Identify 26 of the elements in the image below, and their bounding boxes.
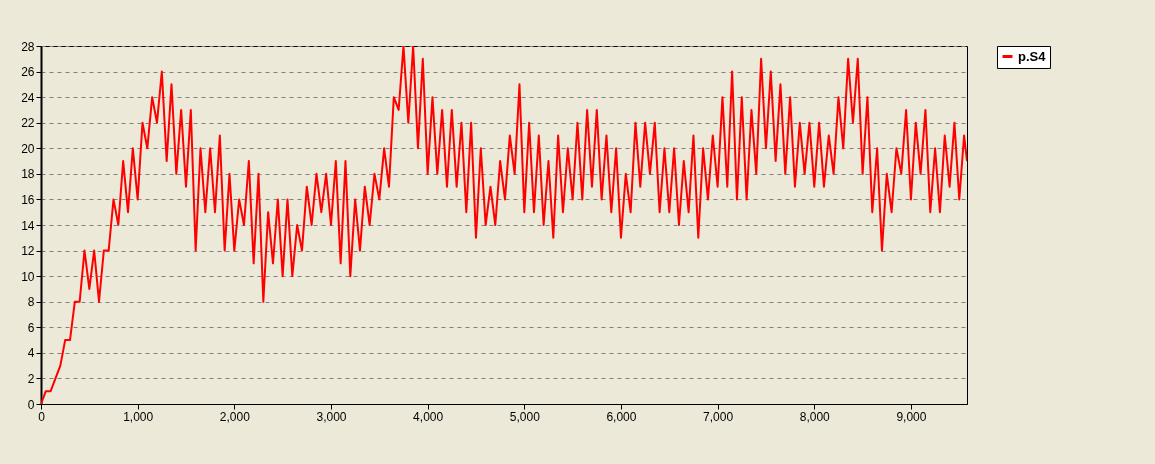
y-tick-label: 12: [21, 244, 35, 259]
y-tick-label: 14: [21, 218, 35, 233]
y-tick-label: 16: [21, 192, 35, 207]
x-tick-label: 8,000: [799, 409, 831, 424]
y-tick-label: 20: [21, 141, 35, 156]
x-tick-label: 0: [38, 409, 46, 424]
x-tick-label: 9,000: [896, 409, 927, 424]
y-tick-label: 0: [27, 397, 35, 412]
x-tick-label: 3,000: [316, 409, 347, 424]
y-tick-label: 18: [21, 167, 35, 182]
x-tick-label: 4,000: [413, 409, 444, 424]
x-tick-label: 6,000: [606, 409, 637, 424]
y-tick-label: 22: [21, 116, 35, 131]
y-tick-label: 6: [27, 320, 35, 335]
y-tick-label: 24: [21, 90, 35, 105]
x-tick-label: 1,000: [123, 409, 154, 424]
x-tick-label: 2,000: [219, 409, 251, 424]
y-tick-label: 28: [21, 39, 35, 54]
legend-label: p.S4: [1018, 48, 1047, 64]
x-tick-label: 5,000: [509, 409, 541, 424]
x-tick-label: 7,000: [703, 409, 734, 424]
y-tick-label: 8: [27, 295, 35, 310]
y-tick-label: 2: [27, 371, 35, 386]
y-tick-label: 26: [21, 65, 35, 80]
y-tick-label: 10: [21, 269, 35, 284]
y-tick-label: 4: [27, 346, 35, 361]
